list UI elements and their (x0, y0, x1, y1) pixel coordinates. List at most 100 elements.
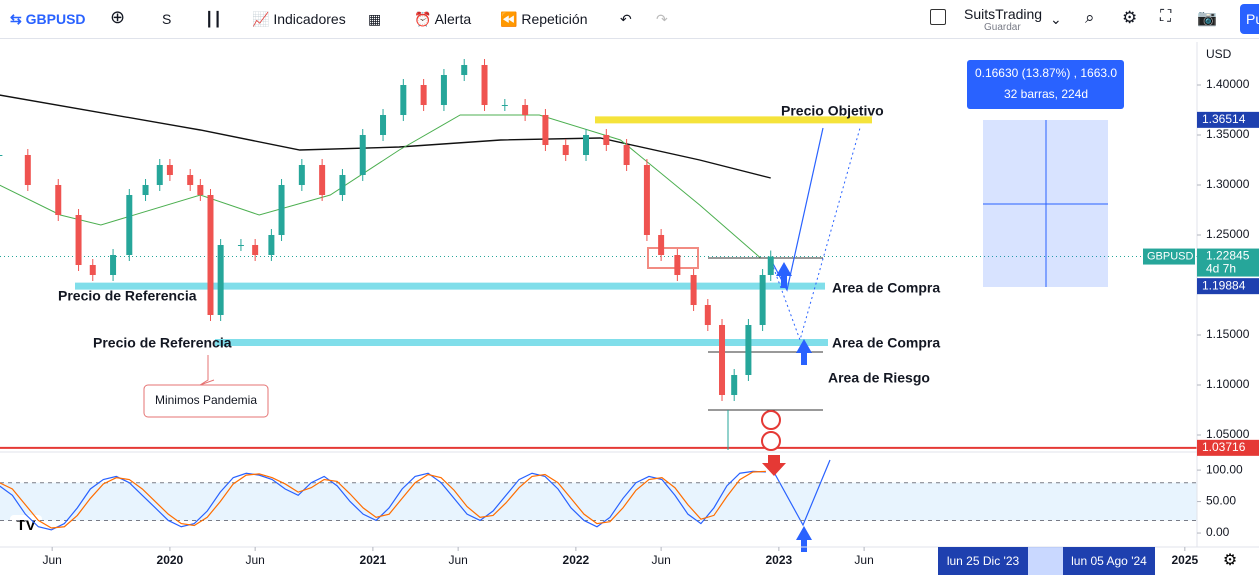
date-label-bg (1063, 547, 1155, 575)
date-range (1028, 547, 1063, 575)
candle (298, 165, 305, 185)
candle (156, 165, 163, 185)
x-tick-label: Jun (245, 553, 264, 567)
level-label-bg (1197, 278, 1259, 295)
y-tick-label: 1.40000 (1206, 77, 1250, 91)
candle (89, 265, 96, 275)
fullscreen[interactable]: ⛶ (1160, 8, 1172, 25)
x-tick-label: 2021 (360, 553, 387, 567)
candle (603, 135, 610, 145)
buy-arrow (796, 526, 812, 552)
candle (658, 235, 665, 255)
layout-icon[interactable] (930, 9, 946, 25)
x-tick-label: 2025 (1171, 553, 1198, 567)
countdown: 4d 7h (1206, 262, 1236, 276)
level-label: 1.03716 (1202, 440, 1246, 454)
candle (197, 185, 204, 195)
candle (420, 85, 427, 105)
y-tick-label: 1.30000 (1206, 177, 1250, 191)
date-label: lun 25 Dic '23 (947, 554, 1020, 568)
alert[interactable]: ⏰ Alerta (414, 11, 472, 27)
candle (207, 195, 214, 315)
level-label: 1.36514 (1202, 112, 1246, 126)
event-flag[interactable] (761, 431, 781, 451)
candle (400, 85, 407, 115)
annotation: Precio de Referencia (93, 335, 232, 351)
alert-text: Alerta (434, 11, 472, 27)
osc-tick-label: 100.00 (1206, 462, 1243, 476)
symbol[interactable]: ⇆ GBPUSD (10, 11, 86, 27)
projection (769, 127, 824, 292)
snapshot[interactable]: 📷 (1197, 10, 1217, 27)
osc-tick-label: 50.00 (1206, 494, 1236, 508)
tv-logo-text: TV (16, 517, 35, 534)
candle (522, 105, 529, 115)
annotation: Precio de Referencia (58, 288, 197, 304)
replay[interactable]: ⏪ Repetición (500, 11, 588, 27)
candle (237, 245, 244, 246)
y-tick-label: 1.05000 (1206, 427, 1250, 441)
callout-box (143, 384, 269, 418)
settings[interactable]: ⚙ (1122, 8, 1138, 27)
chart: 0.16630 (13.87%) , 1663.0 32 barras, 224… (0, 42, 1259, 575)
candle (623, 145, 630, 165)
callout-pointer (199, 355, 215, 386)
candle (24, 155, 31, 185)
undo[interactable]: ↶ (620, 11, 632, 27)
candle (268, 235, 275, 255)
add-symbol[interactable]: ⊕ (110, 7, 126, 27)
x-tick-label: Jun (854, 553, 873, 567)
candle (142, 185, 149, 195)
axis-settings[interactable]: ⚙ (1223, 552, 1237, 569)
dropdown[interactable]: ⌄ (1050, 11, 1062, 27)
level-label-bg (1197, 111, 1259, 128)
indicators[interactable]: 📈 Indicadores (252, 11, 346, 27)
date-label-bg (938, 547, 1028, 575)
candle (75, 215, 82, 265)
indicators-text: Indicadores (273, 11, 346, 27)
chart-type[interactable]: ┃┃ (205, 11, 222, 27)
currency: USD (1206, 47, 1232, 61)
date-label: lun 05 Ago '24 (1071, 554, 1147, 568)
symbol-text: GBPUSD (25, 11, 86, 27)
templates[interactable]: ▦ (368, 11, 382, 27)
annotation: Precio Objetivo (781, 103, 884, 119)
annotation: Minimos Pandemia (155, 393, 257, 407)
last-price-label: 1.22845 (1206, 249, 1250, 263)
candle (110, 255, 117, 275)
layout-name[interactable]: SuitsTrading (964, 6, 1043, 22)
publish[interactable]: Pu (1240, 4, 1259, 34)
candle (319, 165, 326, 195)
x-tick-label: 2023 (766, 553, 793, 567)
candle (562, 145, 569, 155)
x-tick-label: Jun (448, 553, 467, 567)
measure-text: 0.16630 (13.87%) , 1663.0 (975, 66, 1117, 80)
candle (583, 135, 590, 155)
redo[interactable]: ↷ (656, 11, 668, 27)
x-tick-label: 2022 (563, 553, 590, 567)
candle (359, 135, 366, 175)
candle (690, 275, 697, 305)
candle (767, 256, 774, 275)
event-flag[interactable] (761, 410, 781, 430)
annotation: Area de Compra (832, 280, 940, 296)
candle (501, 105, 508, 106)
candle (252, 245, 259, 255)
measure-text: 32 barras, 224d (1004, 87, 1088, 101)
candle (542, 115, 549, 145)
replay-text: Repetición (521, 11, 588, 27)
search[interactable]: ⌕ (1085, 8, 1095, 27)
osc-line (0, 470, 766, 529)
save[interactable]: Guardar (984, 22, 1021, 33)
y-tick-label: 1.25000 (1206, 227, 1250, 241)
y-tick-label: 1.15000 (1206, 327, 1250, 341)
interval[interactable]: S (162, 11, 172, 27)
last-price-bg (1143, 248, 1195, 265)
moving-average (0, 94, 771, 179)
buy-arrow (796, 339, 812, 365)
osc-line (0, 470, 766, 531)
candle (759, 275, 766, 325)
candle (719, 325, 726, 395)
annotation: Area de Riesgo (828, 370, 930, 386)
y-tick-label: 1.35000 (1206, 127, 1250, 141)
